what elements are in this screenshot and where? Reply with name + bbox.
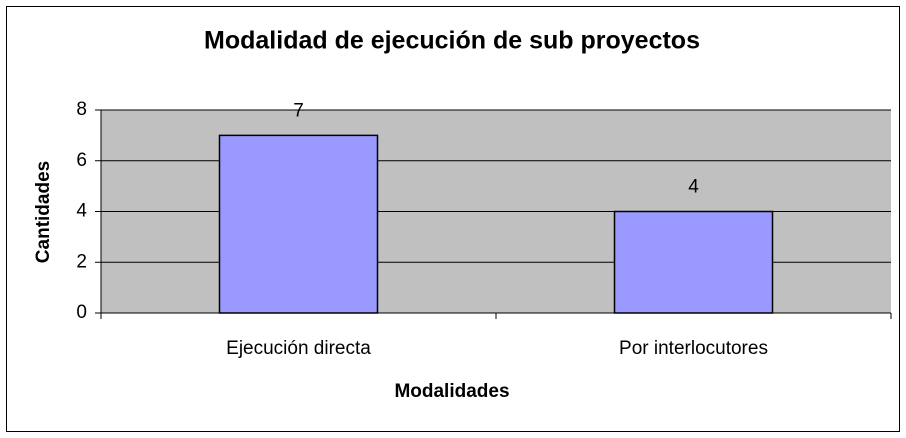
- y-tick-label: 4: [76, 201, 87, 222]
- y-axis-label: Cantidades: [33, 161, 54, 263]
- data-label: 4: [688, 177, 699, 198]
- bar: [613, 210, 774, 314]
- y-tick-label: 2: [76, 251, 87, 272]
- chart-title: Modalidad de ejecución de sub proyectos: [204, 27, 700, 55]
- y-tick-label: 0: [76, 302, 87, 323]
- x-tick-label: Por interlocutores: [619, 338, 768, 359]
- x-tick-label: Ejecución directa: [226, 338, 371, 359]
- y-tick-label: 6: [76, 150, 87, 171]
- y-tick-label: 8: [76, 99, 87, 120]
- data-label: 7: [293, 100, 304, 121]
- x-axis-label: Modalidades: [394, 381, 509, 402]
- bar: [218, 134, 379, 314]
